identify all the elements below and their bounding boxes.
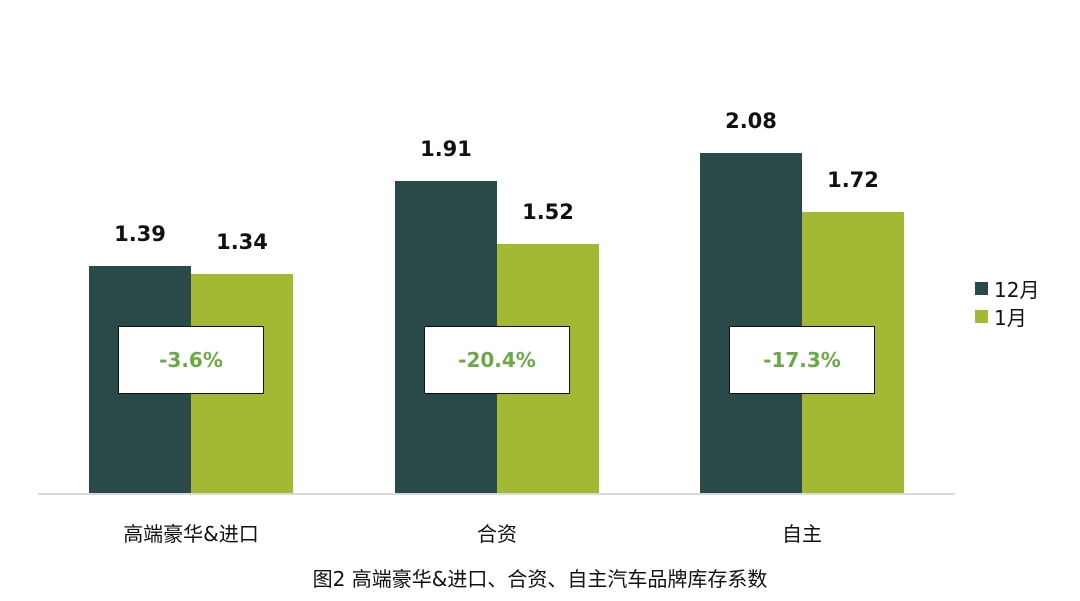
value-label: 1.91 (420, 136, 472, 161)
legend: 12月 1月 (975, 274, 1039, 330)
category-label: 高端豪华&进口 (123, 522, 259, 546)
change-annotation: -3.6% (118, 326, 264, 394)
value-label: 2.08 (725, 108, 777, 133)
change-annotation: -20.4% (424, 326, 570, 394)
change-annotation: -17.3% (729, 326, 875, 394)
legend-swatch-jan (975, 309, 988, 323)
category-label: 自主 (782, 522, 822, 546)
legend-label-jan: 1月 (994, 305, 1027, 330)
category-label: 合资 (477, 522, 517, 546)
x-axis-line (38, 493, 955, 495)
value-label: 1.52 (522, 200, 574, 225)
legend-swatch-dec (975, 281, 988, 295)
legend-item-jan: 1月 (975, 302, 1039, 330)
value-label: 1.72 (827, 167, 879, 192)
legend-item-dec: 12月 (975, 274, 1039, 302)
bar-dec-2 (700, 152, 802, 493)
value-label: 1.34 (216, 229, 268, 254)
legend-label-dec: 12月 (994, 277, 1040, 302)
figure-caption: 图2 高端豪华&进口、合资、自主汽车品牌库存系数 (312, 567, 768, 591)
value-label: 1.39 (114, 221, 166, 246)
